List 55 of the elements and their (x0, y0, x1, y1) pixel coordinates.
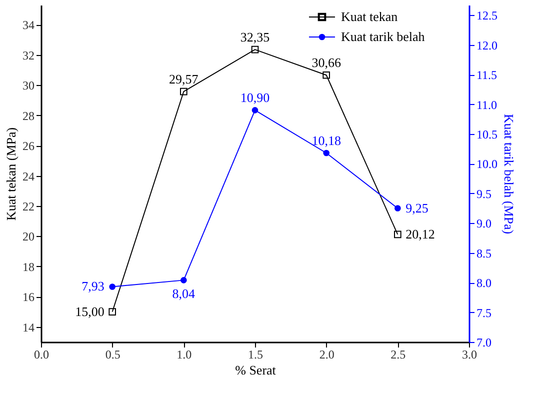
point (394, 205, 401, 212)
x-tick-label: 0.0 (34, 348, 49, 362)
x-tick-label: 2.5 (390, 348, 406, 362)
y-tick-label: 26 (22, 139, 34, 154)
y-tick-label: 32 (22, 48, 34, 62)
y-tick-label: 24 (22, 169, 34, 184)
y-tick-label: 14 (22, 320, 34, 334)
y2-tick-label: 12.0 (476, 38, 498, 52)
x-tick-label: 1.5 (248, 348, 263, 362)
data-label: 20,12 (406, 226, 435, 242)
y-tick-label: 16 (22, 290, 34, 304)
y2-tick-label: 10.5 (476, 127, 498, 142)
legend-label: Kuat tarik belah (341, 29, 426, 44)
x-tick-label: 1.0 (176, 348, 192, 362)
y-tick-label: 22 (22, 199, 34, 214)
data-label: 29,57 (169, 72, 199, 87)
point (108, 308, 116, 316)
x-tick-label: 0.5 (105, 348, 120, 362)
point (252, 107, 258, 114)
y-tick-label: 20 (22, 230, 34, 244)
y-tick-label: 30 (22, 78, 34, 93)
y2-tick-label: 8.0 (476, 276, 492, 290)
data-label: 7,93 (82, 278, 104, 294)
point (180, 277, 187, 284)
y2-tick-label: 11.0 (476, 98, 498, 112)
point (109, 284, 116, 290)
y2-tick-label: 11.5 (476, 68, 498, 82)
point (180, 88, 188, 96)
y2-tick-label: 7.5 (476, 306, 492, 320)
y2-tick-label: 9.5 (476, 186, 492, 201)
data-label: 32,35 (240, 30, 270, 45)
point (323, 150, 330, 156)
y-axis-title: Kuat tekan (MPa) (4, 127, 18, 221)
x-tick-label: 2.0 (319, 348, 334, 362)
data-label: 10,90 (240, 90, 270, 106)
y2-tick-label: 7.0 (476, 336, 492, 350)
y2-tick-label: 10.0 (476, 157, 498, 172)
y2-axis-title: Kuat tarik belah (MPa) (502, 114, 516, 234)
y-tick-label: 34 (22, 18, 34, 32)
y2-tick-label: 9.0 (476, 216, 492, 231)
data-label: 15,00 (75, 304, 104, 319)
point (251, 46, 259, 54)
y-tick-label: 28 (22, 108, 34, 123)
data-label: 8,04 (172, 286, 196, 302)
data-label: 9,25 (406, 200, 428, 216)
point (394, 230, 402, 238)
y2-tick-label: 12.5 (476, 8, 498, 23)
data-label: 30,66 (312, 55, 342, 70)
point (322, 71, 330, 79)
x-tick-label: 3.0 (462, 348, 477, 362)
data-label: 10,18 (312, 132, 341, 148)
y2-tick-label: 8.5 (476, 246, 492, 260)
legend-label: Kuat tekan (341, 9, 398, 24)
x-axis-title: % Serat (235, 362, 276, 378)
y-tick-label: 18 (22, 260, 34, 274)
